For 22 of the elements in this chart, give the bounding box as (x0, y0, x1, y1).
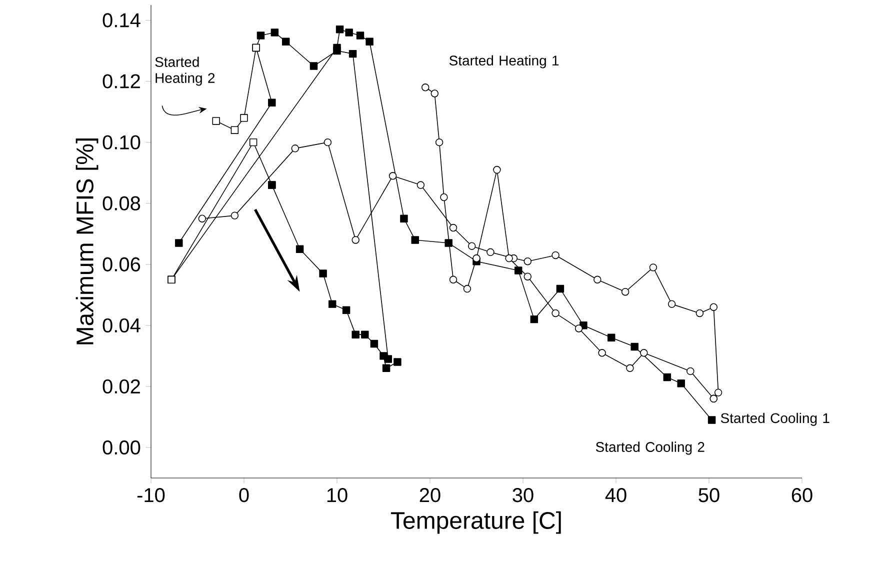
annotation: Started Cooling 2 (596, 442, 704, 455)
x-tick-label: 50 (698, 488, 720, 502)
x-tick-label: -10 (137, 488, 165, 502)
annotation: Started Heating 2 (155, 56, 215, 86)
x-tick-label: 10 (327, 488, 348, 502)
y-tick-label: 0.04 (102, 318, 140, 332)
annotation: Started Cooling 1 (720, 412, 830, 426)
x-axis-title: Temperature [C] (391, 511, 561, 534)
x-tick-label: 40 (605, 488, 626, 502)
y-tick-label: 0.12 (102, 74, 140, 88)
x-tick-label: 60 (792, 488, 812, 502)
y-tick-label: 0.00 (102, 440, 140, 455)
y-tick-label: 0.08 (102, 196, 140, 210)
x-tick-label: 0 (239, 488, 249, 502)
y-axis-title: Maximum MFIS [%] (76, 138, 98, 344)
y-tick-label: 0.02 (102, 379, 140, 394)
x-tick-label: 30 (512, 488, 534, 502)
x-tick-label: 20 (420, 488, 440, 502)
y-tick-label: 0.06 (102, 257, 140, 272)
annotation: Started Heating 1 (449, 55, 559, 68)
y-tick-label: 0.14 (102, 13, 140, 28)
y-tick-label: 0.10 (102, 135, 140, 150)
